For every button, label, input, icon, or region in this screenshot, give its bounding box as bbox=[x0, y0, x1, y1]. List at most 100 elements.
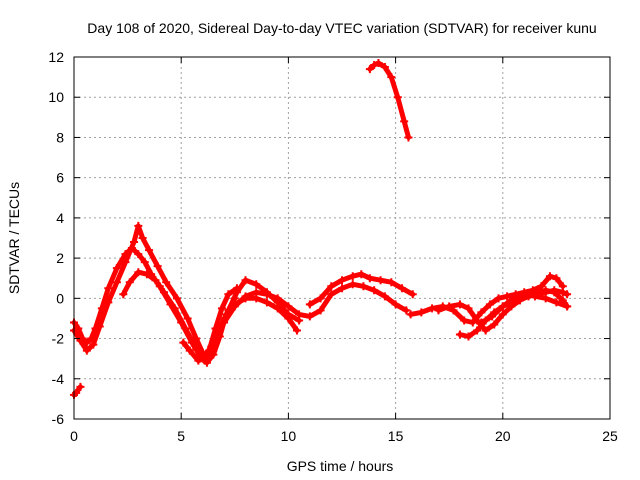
data-point bbox=[455, 300, 464, 309]
data-point bbox=[121, 258, 130, 267]
x-tick-label: 10 bbox=[281, 428, 297, 444]
y-tick-label: -6 bbox=[52, 411, 65, 427]
data-point bbox=[305, 300, 314, 309]
y-tick-label: -4 bbox=[52, 371, 65, 387]
data-point bbox=[348, 280, 357, 289]
data-point bbox=[545, 272, 554, 281]
data-point bbox=[370, 61, 379, 70]
data-point bbox=[348, 272, 357, 281]
y-tick-label: 2 bbox=[56, 250, 64, 266]
data-point bbox=[563, 302, 572, 311]
series-line-track-h bbox=[367, 60, 411, 140]
y-tick-label: 4 bbox=[56, 210, 64, 226]
data-point bbox=[198, 354, 207, 363]
data-point bbox=[552, 298, 561, 307]
data-point bbox=[387, 73, 396, 82]
data-point bbox=[434, 306, 443, 315]
data-point bbox=[558, 288, 567, 297]
data-point bbox=[181, 324, 190, 333]
data-point bbox=[393, 93, 402, 102]
data-point bbox=[104, 284, 113, 293]
data-point bbox=[503, 292, 512, 301]
x-tick-label: 25 bbox=[602, 428, 618, 444]
data-point bbox=[82, 346, 91, 355]
data-point bbox=[145, 246, 154, 255]
data-point bbox=[488, 312, 497, 321]
data-point bbox=[292, 326, 301, 335]
data-point bbox=[406, 310, 415, 319]
data-point bbox=[400, 117, 409, 126]
data-point bbox=[134, 250, 143, 259]
data-point bbox=[380, 63, 389, 72]
y-tick-label: 10 bbox=[48, 89, 64, 105]
ticks: 0 5 10 15 20 25 -6 -4 -2 0 2 4 6 8 10 12 bbox=[48, 49, 618, 444]
data-point bbox=[138, 234, 147, 242]
data-point bbox=[338, 284, 346, 293]
data-point bbox=[490, 320, 499, 329]
y-tick-label: 0 bbox=[56, 290, 64, 306]
y-tick-label: 6 bbox=[56, 170, 64, 186]
data-point bbox=[327, 282, 336, 291]
data-point bbox=[464, 332, 473, 341]
data-point bbox=[284, 310, 293, 319]
data-point bbox=[365, 274, 374, 283]
data-point bbox=[374, 59, 383, 68]
data-point bbox=[134, 268, 143, 277]
data-point bbox=[162, 278, 171, 287]
data-point bbox=[541, 294, 550, 303]
data-point bbox=[473, 316, 482, 325]
data-point bbox=[327, 290, 336, 299]
data-point bbox=[74, 324, 83, 333]
data-point bbox=[211, 332, 220, 341]
data-point bbox=[72, 388, 81, 397]
data-point bbox=[104, 298, 113, 307]
data-point bbox=[305, 312, 314, 321]
data-point bbox=[172, 294, 181, 303]
data-point bbox=[520, 290, 529, 299]
data-point bbox=[357, 270, 366, 279]
data-point bbox=[402, 306, 411, 315]
data-point bbox=[563, 290, 572, 299]
data-point bbox=[185, 346, 194, 355]
data-point bbox=[494, 294, 503, 303]
data-point bbox=[89, 340, 98, 349]
data-point bbox=[552, 274, 561, 283]
data-point bbox=[295, 310, 304, 319]
data-point bbox=[125, 278, 134, 287]
data-point bbox=[530, 292, 539, 301]
data-point bbox=[134, 221, 143, 230]
data-point bbox=[224, 290, 233, 299]
data-point bbox=[95, 322, 104, 331]
x-tick-label: 20 bbox=[495, 428, 511, 444]
data-point bbox=[509, 294, 518, 303]
data-point bbox=[485, 300, 494, 309]
data-point bbox=[232, 288, 241, 297]
chart-title: Day 108 of 2020, Sidereal Day-to-day VTE… bbox=[87, 20, 596, 36]
data-point bbox=[365, 65, 374, 74]
data-point bbox=[428, 304, 437, 313]
data-point bbox=[262, 298, 271, 307]
data-point bbox=[398, 284, 407, 293]
data-point bbox=[359, 282, 368, 291]
data-point bbox=[207, 342, 216, 351]
data-point bbox=[217, 304, 226, 313]
data-point bbox=[130, 238, 139, 247]
y-tick-label: -2 bbox=[52, 331, 65, 347]
x-tick-label: 0 bbox=[70, 428, 78, 444]
data-point bbox=[477, 318, 486, 327]
data-point bbox=[194, 356, 203, 365]
x-axis-label: GPS time / hours bbox=[287, 458, 394, 474]
data-point bbox=[498, 310, 507, 319]
data-point bbox=[445, 302, 454, 311]
data-point bbox=[376, 276, 385, 285]
data-point bbox=[455, 330, 464, 339]
data-point bbox=[262, 290, 271, 299]
data-point bbox=[151, 276, 160, 285]
data-point bbox=[119, 290, 128, 299]
data-point bbox=[417, 308, 426, 317]
data-point bbox=[220, 318, 229, 327]
data-point bbox=[112, 278, 121, 287]
data-point bbox=[464, 304, 473, 313]
series-group bbox=[70, 59, 572, 399]
